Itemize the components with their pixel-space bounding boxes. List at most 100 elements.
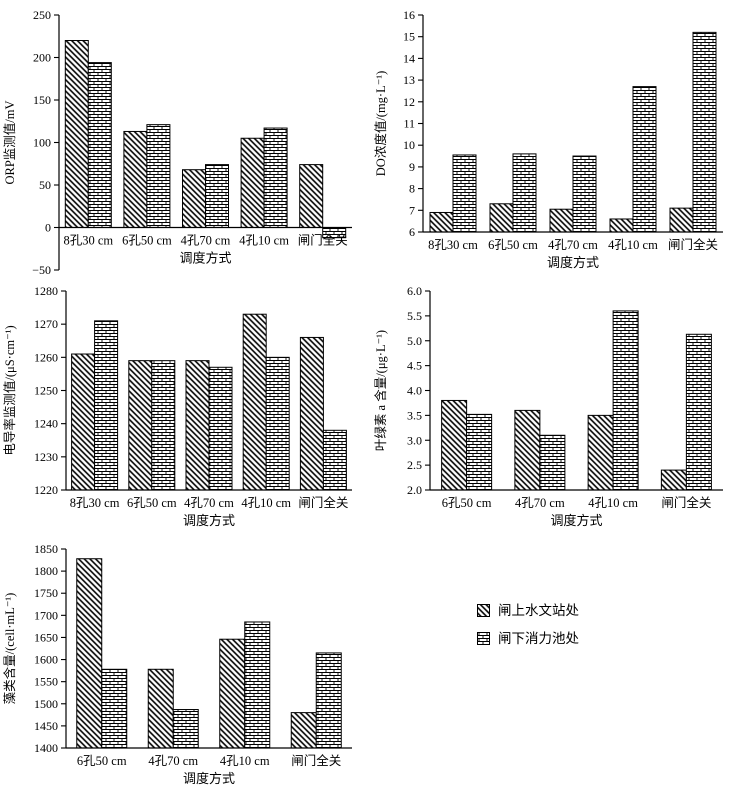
y-axis-label: DO浓度值/(mg·L⁻¹) xyxy=(373,71,388,176)
category-label: 4孔70 cm xyxy=(515,496,565,510)
y-tick-label: 1240 xyxy=(34,417,58,431)
y-tick-label: 1260 xyxy=(34,350,58,364)
panel-do: 6 7 8 9 10 11 12 13 14 15 16 8孔30 cm 6孔50 cm 4孔70 cm 4… xyxy=(371,0,742,276)
y-tick-label: 8 xyxy=(409,182,415,196)
y-tick-label: 1450 xyxy=(34,719,58,733)
bar-series-0 xyxy=(71,353,96,491)
y-tick-label: 16 xyxy=(403,8,415,22)
bar-series-1 xyxy=(205,164,229,229)
bar-series-1 xyxy=(151,360,176,491)
bar-series-1 xyxy=(94,320,119,491)
panel-orp: −50 0 50 100 150 200 250 8孔30 cm 6孔50 cm 4孔70 cm 4… xyxy=(0,0,371,276)
y-tick-label: 6 xyxy=(409,225,415,239)
bar-series-0 xyxy=(587,414,614,491)
y-tick-label: 1600 xyxy=(34,653,58,667)
panel-chlorophyll: 2.0 2.5 3.0 3.5 4.0 4.5 5.0 5.5 6.0 6孔50 cm 4孔70 c… xyxy=(371,276,742,534)
y-axis-label: 叶绿素 a 含量/(μg·L⁻¹) xyxy=(373,330,388,451)
chart-orp: −50 0 50 100 150 200 250 8孔30 cm 6孔50 cm 4孔70 cm 4… xyxy=(2,8,352,276)
category-label: 6孔50 cm xyxy=(122,234,172,248)
bar-series-1 xyxy=(263,127,288,228)
bar-series-0 xyxy=(185,360,210,491)
y-tick-label: 1700 xyxy=(34,608,58,622)
y-tick-label: 1800 xyxy=(34,564,58,578)
bar-series-1 xyxy=(539,434,566,491)
y-tick-label: 6.0 xyxy=(407,284,422,298)
y-tick-label: 1550 xyxy=(34,675,58,689)
y-tick-label: 3.0 xyxy=(407,433,422,447)
bar-series-1 xyxy=(452,154,477,233)
y-tick-label: 100 xyxy=(33,136,51,150)
category-label: 4孔70 cm xyxy=(184,496,234,510)
y-tick-label: 15 xyxy=(403,30,415,44)
bar-series-0 xyxy=(240,137,265,228)
chart-algae: 1400 1450 1500 1550 1600 1650 1700 1750 1800 1850… xyxy=(2,542,352,786)
legend-label-stilling-basin: 闸下消力池处 xyxy=(498,630,579,646)
y-tick-label: 13 xyxy=(403,73,415,87)
bar-series-0 xyxy=(514,409,541,491)
panel-algae: 1400 1450 1500 1550 1600 1650 1700 1750 1800 1850… xyxy=(0,534,371,792)
category-label: 8孔30 cm xyxy=(70,496,120,510)
y-tick-label: 1250 xyxy=(34,384,58,398)
category-label: 4孔70 cm xyxy=(548,238,598,252)
x-axis-label: 调度方式 xyxy=(183,513,235,528)
y-tick-label: 1850 xyxy=(34,542,58,556)
y-tick-label: 150 xyxy=(33,93,51,107)
y-tick-label: 5.5 xyxy=(407,309,422,323)
y-tick-label: 4.0 xyxy=(407,384,422,398)
panel-conductivity: 1220 1230 1240 1250 1260 1270 1280 8孔30 cm 6孔50 … xyxy=(0,276,371,534)
bar-series-1 xyxy=(101,668,128,749)
bar-series-0 xyxy=(669,207,694,233)
y-tick-label: 9 xyxy=(409,160,415,174)
y-tick-label: 1220 xyxy=(34,483,58,497)
legend-label-upstream: 闸上水文站处 xyxy=(498,603,579,618)
y-tick-label: 1650 xyxy=(34,630,58,644)
bar-series-1 xyxy=(208,366,233,491)
bar-series-0 xyxy=(299,336,324,491)
y-tick-label: 11 xyxy=(403,117,415,131)
category-label: 8孔30 cm xyxy=(428,238,478,252)
x-axis-label: 调度方式 xyxy=(550,513,602,528)
bar-series-0 xyxy=(660,469,687,491)
category-label: 4孔10 cm xyxy=(220,754,270,768)
y-tick-label: 50 xyxy=(39,178,51,192)
category-label: 6孔50 cm xyxy=(442,496,492,510)
y-tick-label: 1500 xyxy=(34,697,58,711)
y-tick-label: 14 xyxy=(403,51,415,65)
category-label: 6孔50 cm xyxy=(127,496,177,510)
y-tick-label: 250 xyxy=(33,8,51,22)
bar-series-0 xyxy=(123,130,148,228)
category-label: 8孔30 cm xyxy=(63,234,113,248)
category-label: 4孔10 cm xyxy=(239,234,289,248)
bar-series-0 xyxy=(441,399,468,491)
bar-series-1 xyxy=(244,621,271,749)
chart-conductivity: 1220 1230 1240 1250 1260 1270 1280 8孔30 cm 6孔50 … xyxy=(2,284,352,528)
category-label: 4孔10 cm xyxy=(608,238,658,252)
bar-series-1 xyxy=(512,153,537,233)
category-label: 闸门全关 xyxy=(291,753,341,768)
bar-series-0 xyxy=(64,40,89,228)
bar-series-1 xyxy=(146,124,171,228)
x-axis-label: 调度方式 xyxy=(547,255,599,270)
bar-series-1 xyxy=(466,413,493,491)
bar-series-1 xyxy=(632,86,657,233)
y-tick-label: 3.5 xyxy=(407,408,422,422)
y-tick-label: 200 xyxy=(33,51,51,65)
bar-series-0 xyxy=(242,313,267,491)
y-tick-label: 4.5 xyxy=(407,359,422,373)
bar-series-1 xyxy=(87,62,112,228)
bar-series-0 xyxy=(549,208,574,233)
category-label: 闸门全关 xyxy=(668,237,718,252)
legend-item-stilling-basin: 闸下消力池处 xyxy=(477,630,742,646)
y-tick-label: 2.5 xyxy=(407,458,422,472)
bar-series-0 xyxy=(489,203,514,233)
legend: 闸上水文站处 闸下消力池处 xyxy=(371,534,742,645)
bar-series-0 xyxy=(182,169,206,228)
x-axis-label: 调度方式 xyxy=(183,771,235,786)
panel-legend: 闸上水文站处 闸下消力池处 xyxy=(371,534,742,792)
bar-series-1 xyxy=(322,429,347,491)
category-label: 4孔10 cm xyxy=(588,496,638,510)
bar-series-0 xyxy=(290,712,317,749)
bar-series-0 xyxy=(219,638,246,749)
